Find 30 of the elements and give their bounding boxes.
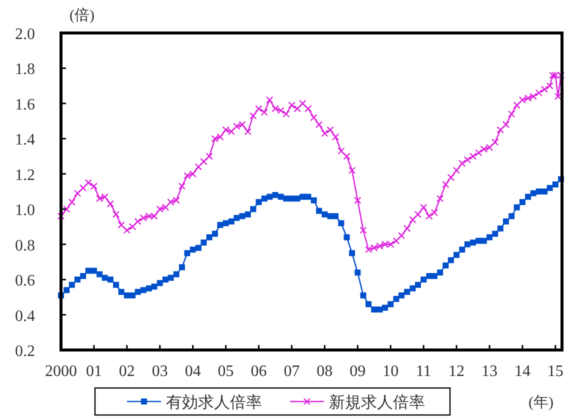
y-tick-label: 0.6 [15, 272, 35, 290]
x-tick-label: 05 [218, 363, 234, 380]
x-tick-label: 07 [284, 363, 300, 380]
legend-label: 有効求人倍率 [166, 394, 262, 412]
y-tick-label: 2.0 [15, 26, 35, 43]
x-tick-label: 15 [547, 363, 564, 380]
y-tick-label: 1.2 [15, 166, 35, 184]
y-tick-label: 0.2 [15, 343, 35, 360]
x-tick-label: 09 [350, 363, 366, 380]
x-tick-label: 11 [416, 363, 432, 380]
y-tick-label: 1.8 [15, 61, 35, 78]
x-axis-title: (年) [528, 394, 554, 411]
x-tick-label: 13 [481, 363, 498, 380]
x-tick-label: 01 [86, 363, 102, 380]
x-tick-label: 06 [250, 363, 267, 380]
x-tick-label: 14 [514, 363, 530, 380]
x-tick-label: 04 [184, 363, 201, 380]
x-tick-label: 02 [118, 363, 135, 380]
x-tick-label: 08 [316, 363, 333, 380]
x-tick-label: 12 [448, 363, 465, 380]
legend-label: 新規求人倍率 [329, 394, 425, 412]
y-tick-label: 1.0 [15, 202, 35, 220]
y-tick-label: 1.4 [15, 132, 35, 149]
y-axis-title: (倍) [70, 7, 94, 24]
x-tick-label: 03 [152, 363, 168, 380]
x-tick-label: 2000 [45, 363, 77, 380]
y-tick-label: 1.6 [15, 96, 35, 114]
y-tick-label: 0.4 [15, 308, 35, 325]
y-tick-label: 0.8 [15, 237, 35, 254]
x-tick-label: 10 [382, 363, 399, 380]
